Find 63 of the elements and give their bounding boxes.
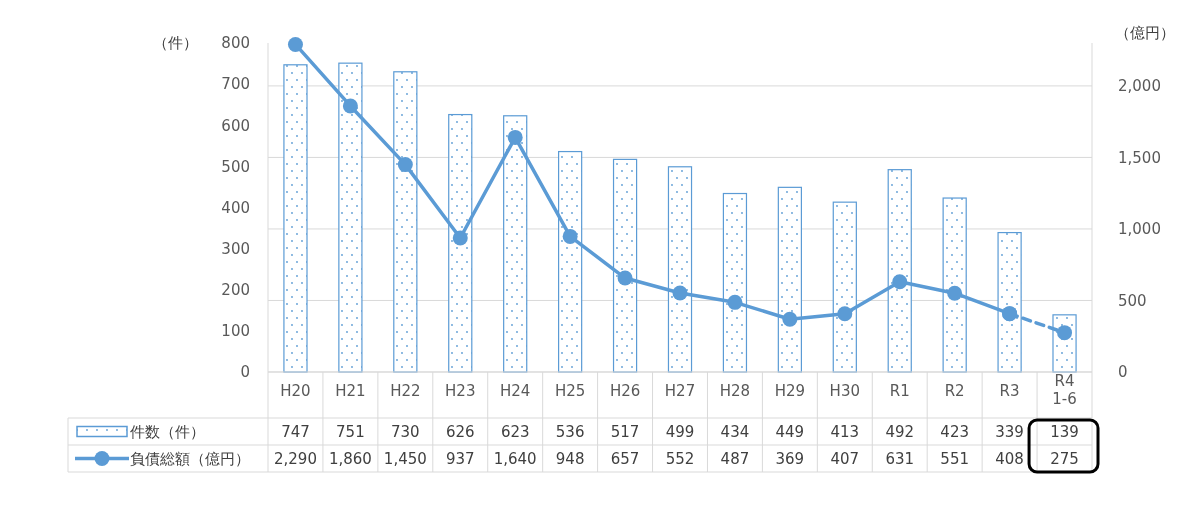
data-label: 552 — [665, 449, 695, 468]
data-label: 948 — [555, 449, 585, 468]
data-label: 499 — [665, 422, 695, 441]
data-label: 449 — [775, 422, 805, 441]
data-label: 751 — [336, 422, 365, 441]
x-tick-label: R4 1-6 — [1052, 372, 1077, 408]
y-tick-label: 200 — [221, 281, 250, 299]
text: 275 — [1050, 449, 1079, 468]
legend-label: 件数（件） — [130, 422, 205, 441]
data-label: 536 — [555, 422, 585, 441]
data-label: 626 — [445, 422, 475, 441]
y2-tick-label: 0 — [1118, 363, 1128, 382]
y-tick-label: 500 — [221, 157, 250, 176]
x-tick-label: H28 — [719, 382, 751, 400]
x-tick-label: H26 — [609, 382, 641, 400]
y2-tick-label: 1,500 — [1118, 148, 1161, 167]
data-label: 408 — [995, 449, 1024, 468]
data-label: 551 — [940, 449, 969, 468]
data-label: 369 — [775, 449, 805, 468]
y-tick-label: 600 — [221, 116, 250, 135]
legend-label: 負債総額（億円） — [130, 449, 250, 468]
y-tick-label: 100 — [221, 322, 250, 341]
data-label: 139 — [1050, 422, 1079, 441]
data-label: 747 — [281, 422, 310, 441]
y-axis-title: （件） — [152, 34, 198, 53]
x-tick-label: R1 — [889, 382, 910, 400]
data-label: 1,450 — [383, 449, 427, 468]
x-tick-label: H20 — [280, 382, 311, 400]
data-label: 339 — [995, 422, 1024, 441]
data-label: 434 — [720, 422, 750, 441]
data-label: 492 — [885, 422, 915, 441]
data-label: 413 — [830, 422, 860, 441]
x-tick-label: R2 — [944, 382, 965, 400]
data-label: 623 — [500, 422, 530, 441]
x-tick-label: H27 — [664, 382, 696, 400]
data-label: 1,860 — [328, 449, 372, 468]
x-tick-label: H25 — [554, 382, 586, 400]
x-tick-label: H24 — [500, 382, 531, 400]
x-tick-label: H29 — [774, 382, 806, 400]
x-tick-label: H30 — [829, 382, 860, 400]
x-tick-label: H21 — [335, 382, 366, 400]
x-tick-label: H22 — [390, 382, 421, 400]
data-label: 937 — [445, 449, 475, 468]
y-tick-label: 300 — [221, 239, 250, 258]
data-label: 657 — [610, 449, 640, 468]
data-label: 423 — [940, 422, 969, 441]
x-tick-label: R3 — [999, 382, 1020, 400]
y-tick-label: 700 — [221, 75, 250, 94]
data-label: 730 — [391, 422, 420, 441]
data-label: 631 — [885, 449, 915, 468]
data-label: 407 — [830, 449, 860, 468]
y2-tick-label: 1,000 — [1118, 220, 1161, 239]
y2-tick-label: 500 — [1118, 291, 1147, 310]
x-tick-label: H23 — [445, 382, 476, 400]
y2-tick-label: 2,000 — [1118, 77, 1161, 96]
y2-axis-title: （億円） — [1115, 24, 1175, 43]
y-tick-label: 400 — [221, 198, 250, 217]
y-tick-label: 0 — [240, 363, 250, 382]
data-label: 2,290 — [273, 449, 317, 468]
data-label: 1,640 — [493, 449, 537, 468]
data-label: 487 — [720, 449, 750, 468]
y-tick-label: 800 — [221, 34, 250, 53]
data-label: 517 — [610, 422, 640, 441]
